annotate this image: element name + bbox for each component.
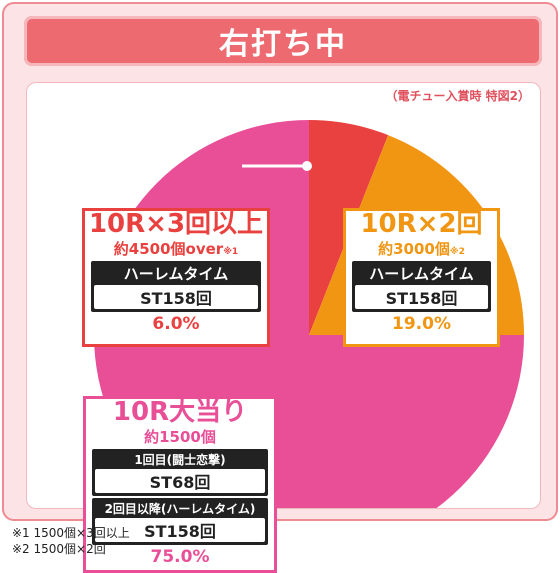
chart-panel: （電チュー入賞時 特図2） 10R×3回以上 約4500個over※1 ハーレム… [26,82,541,573]
box-title: 10R大当り [112,397,248,427]
mode-block: ハーレムタイム ST158回 [352,261,491,313]
footnote-1: ※1 1500個×3回以上 [12,526,130,540]
condition-note: （電チュー入賞時 特図2） [385,89,530,103]
box-payout: 約4500個over※1 [113,240,239,259]
box-payout: 約3000個※2 [378,240,465,259]
mode-block-second: 2回目以降(ハーレムタイム) ST158回 [92,498,268,546]
st-count: ST68回 [95,469,265,494]
mode-label: 2回目以降(ハーレムタイム) [104,502,256,517]
slice-box-1: 10R大当り 約1500個 1回目(闘士恋撃) ST68回 2回目以降(ハーレム… [83,396,277,573]
st-count: ST158回 [355,285,488,310]
chart-title: 右打ち中 [219,27,347,62]
footnotes: ※1 1500個×3回以上 ※2 1500個×2回 [12,525,130,557]
box-title: 10R×2回 [360,209,483,239]
mode-label: ハーレムタイム [123,265,229,284]
footnote-2: ※2 1500個×2回 [12,542,106,556]
title-banner: 右打ち中 [24,16,542,66]
slice-percent: 6.0% [152,314,200,335]
mode-label: ハーレムタイム [369,265,474,284]
st-count: ST158回 [95,518,265,543]
slice-box-3plus: 10R×3回以上 約4500個over※1 ハーレムタイム ST158回 6.0… [82,208,270,347]
box-title: 10R×3回以上 [88,209,264,239]
slice-percent: 19.0% [392,314,451,335]
st-count: ST158回 [94,285,258,310]
mode-block: ハーレムタイム ST158回 [91,261,261,313]
slice-box-2: 10R×2回 約3000個※2 ハーレムタイム ST158回 19.0% [343,208,500,347]
leader-dot [302,161,312,171]
mode-label: 1回目(闘士恋撃) [134,453,226,468]
mode-block-first: 1回目(闘士恋撃) ST68回 [92,449,268,497]
box-payout: 約1500個 [144,428,216,447]
